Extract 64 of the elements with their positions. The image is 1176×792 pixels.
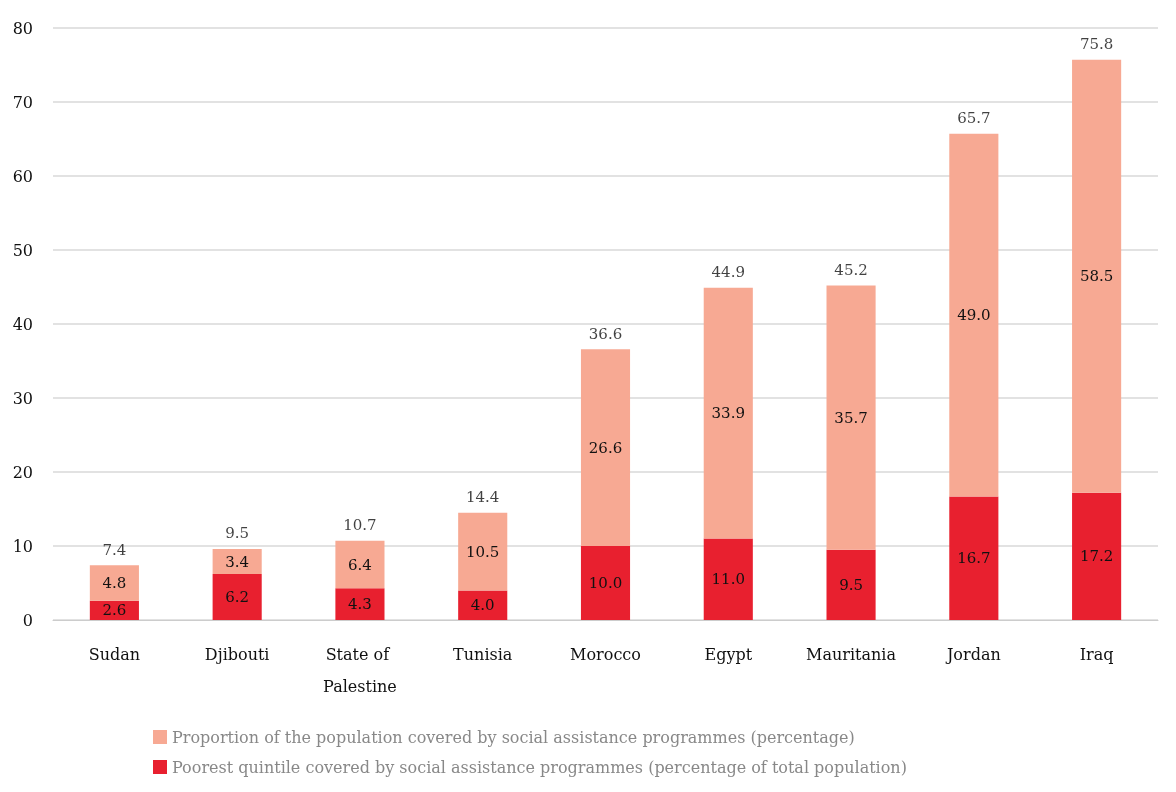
bar: [949, 133, 999, 497]
bar: [89, 565, 139, 601]
bar: [458, 512, 508, 591]
data-label: 3.4: [225, 552, 250, 571]
bar: [703, 538, 753, 620]
y-tick-label: 0: [22, 610, 33, 630]
legend-label: Poorest quintile covered by social assistance programmes (percentage of total population): [172, 757, 907, 777]
legend-label: Proportion of the population covered by social assistance programmes (percentage): [172, 727, 855, 747]
x-tick-label: State of Palestine: [323, 644, 397, 696]
data-label: 49.0: [957, 306, 991, 325]
data-label: 58.5: [1079, 267, 1114, 286]
x-tick-label: Morocco: [570, 644, 641, 664]
data-label: 4.0: [470, 596, 495, 615]
total-label: 14.4: [466, 488, 500, 507]
data-label: 11.0: [711, 570, 745, 589]
bar: [1072, 59, 1122, 493]
y-tick-label: 50: [12, 240, 33, 260]
data-label: 35.7: [834, 408, 868, 427]
total-label: 65.7: [957, 109, 991, 128]
y-tick-label: 40: [12, 314, 33, 334]
x-tick-label: Mauritania: [806, 644, 897, 664]
x-tick-label: Tunisia: [453, 644, 513, 664]
y-tick-label: 20: [12, 462, 33, 482]
x-tick-label: Djibouti: [204, 644, 270, 664]
y-tick-label: 80: [12, 18, 33, 38]
data-label: 17.2: [1079, 547, 1114, 566]
bar: [580, 349, 631, 546]
y-tick-label: 70: [12, 92, 33, 112]
bar: [826, 549, 876, 620]
total-label: 75.8: [1079, 35, 1114, 54]
y-tick-label: 30: [12, 388, 33, 408]
total-label: 36.6: [588, 324, 623, 343]
total-label: 44.9: [711, 263, 745, 282]
data-label: 33.9: [711, 404, 745, 423]
data-label: 16.7: [957, 549, 991, 568]
data-label: 10.5: [466, 542, 500, 561]
bar: [212, 548, 262, 575]
bar: [826, 285, 876, 550]
bar: [580, 546, 631, 620]
data-label: 26.6: [588, 438, 623, 457]
data-label: 4.3: [348, 595, 372, 614]
data-label: 6.4: [348, 555, 372, 574]
total-label: 9.5: [225, 524, 250, 543]
x-tick-label: Iraq: [1079, 644, 1114, 664]
total-label: 45.2: [834, 261, 868, 280]
total-label: 7.4: [102, 540, 127, 559]
x-tick-label: Jordan: [944, 644, 1001, 664]
data-label: 10.0: [588, 574, 623, 592]
data-label: 4.8: [102, 574, 127, 592]
data-label: 6.2: [225, 588, 250, 607]
bar: [703, 287, 753, 539]
x-tick-label: Egypt: [704, 644, 753, 664]
y-tick-label: 60: [12, 166, 33, 186]
data-label: 2.6: [102, 601, 127, 620]
bar: [335, 540, 385, 589]
total-label: 10.7: [343, 516, 377, 535]
bar: [458, 590, 508, 620]
bar: [949, 496, 999, 620]
data-label: 9.5: [839, 575, 863, 594]
y-tick-label: 10: [12, 536, 33, 556]
bar: [335, 588, 385, 620]
bar: [1072, 492, 1122, 620]
x-tick-label: Sudan: [88, 644, 141, 664]
bar: [212, 574, 262, 620]
